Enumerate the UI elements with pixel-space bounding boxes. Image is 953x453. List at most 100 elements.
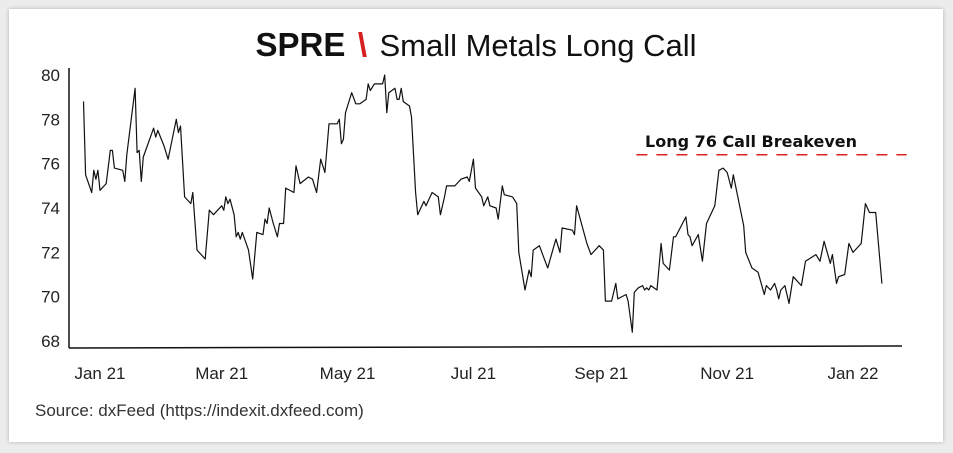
breakeven-label: Long 76 Call Breakeven: [645, 132, 857, 151]
data-point: [638, 287, 639, 289]
data-point: [279, 223, 280, 224]
data-point: [646, 287, 648, 289]
data-point: [351, 92, 353, 94]
x-tick-label: Sep 21: [574, 364, 628, 383]
data-point: [516, 203, 518, 205]
series-line: [82, 74, 883, 333]
x-tick-label: Jan 22: [827, 364, 878, 383]
data-point: [124, 181, 126, 182]
data-point: [411, 116, 412, 118]
title-name: Small Metals Long Call: [379, 28, 696, 63]
data-point: [642, 285, 643, 286]
data-point: [662, 263, 664, 264]
data-point: [644, 289, 645, 291]
data-point: [691, 245, 693, 247]
data-point: [650, 285, 652, 286]
data-point: [574, 234, 575, 236]
data-point: [633, 291, 635, 293]
data-point: [627, 300, 629, 302]
data-point: [431, 192, 433, 193]
data-point: [466, 176, 468, 178]
data-point: [660, 243, 662, 244]
x-tick-label: Nov 21: [700, 364, 754, 383]
data-point: [262, 234, 264, 236]
data-point: [272, 223, 274, 224]
chart-card: [9, 9, 943, 442]
data-point: [732, 174, 734, 176]
data-point: [823, 240, 825, 242]
data-point: [722, 167, 724, 169]
data-point: [142, 156, 144, 158]
data-point: [778, 298, 780, 300]
data-point: [611, 300, 612, 302]
data-point: [555, 238, 557, 240]
data-point: [384, 74, 386, 76]
data-point: [409, 105, 410, 107]
data-point: [532, 249, 534, 251]
data-point: [832, 254, 833, 256]
data-point: [730, 187, 732, 189]
data-point: [605, 300, 606, 302]
data-point: [320, 158, 322, 160]
data-point: [345, 112, 346, 114]
data-point: [283, 223, 284, 224]
data-point: [136, 152, 138, 154]
data-point: [252, 278, 254, 280]
data-point: [180, 125, 181, 127]
data-point: [204, 258, 206, 260]
data-point: [359, 103, 361, 105]
data-point: [780, 289, 782, 291]
data-point: [751, 267, 753, 269]
data-point: [308, 176, 309, 178]
data-point: [869, 212, 870, 213]
y-tick-label: 80: [41, 66, 60, 85]
data-point: [475, 187, 476, 189]
data-point: [233, 214, 235, 216]
data-point: [190, 203, 192, 205]
data-point: [460, 178, 462, 180]
data-point: [687, 234, 689, 236]
data-point: [338, 118, 340, 120]
data-point: [852, 252, 854, 253]
data-point: [617, 298, 619, 300]
data-point: [547, 267, 549, 269]
data-point: [805, 260, 806, 262]
data-point: [241, 232, 243, 233]
data-point: [559, 252, 561, 253]
data-point: [264, 218, 266, 220]
data-point: [109, 150, 111, 151]
data-point: [819, 260, 821, 262]
data-point: [225, 196, 227, 198]
data-point: [134, 87, 136, 89]
data-point: [93, 169, 95, 171]
data-point: [343, 138, 344, 140]
data-point: [99, 189, 101, 191]
y-tick-label: 74: [41, 199, 60, 218]
data-point: [483, 205, 485, 207]
data-point: [175, 118, 177, 120]
data-point: [576, 205, 577, 207]
data-point: [743, 225, 745, 227]
data-point: [865, 203, 866, 205]
data-point: [689, 236, 691, 238]
data-point: [648, 289, 650, 291]
data-point: [425, 205, 427, 207]
data-point: [706, 223, 707, 224]
data-point: [178, 132, 179, 134]
data-point: [328, 123, 330, 125]
data-point: [285, 187, 287, 189]
data-point: [229, 198, 231, 200]
data-point: [336, 123, 338, 125]
data-point: [446, 185, 447, 187]
data-point: [673, 236, 674, 238]
data-point: [489, 205, 491, 207]
data-points: [83, 74, 883, 333]
data-point: [543, 256, 544, 258]
data-point: [444, 196, 445, 198]
data-point: [256, 232, 258, 233]
data-point: [239, 238, 241, 240]
data-point: [196, 249, 198, 251]
data-point: [770, 289, 771, 291]
data-point: [208, 209, 210, 211]
